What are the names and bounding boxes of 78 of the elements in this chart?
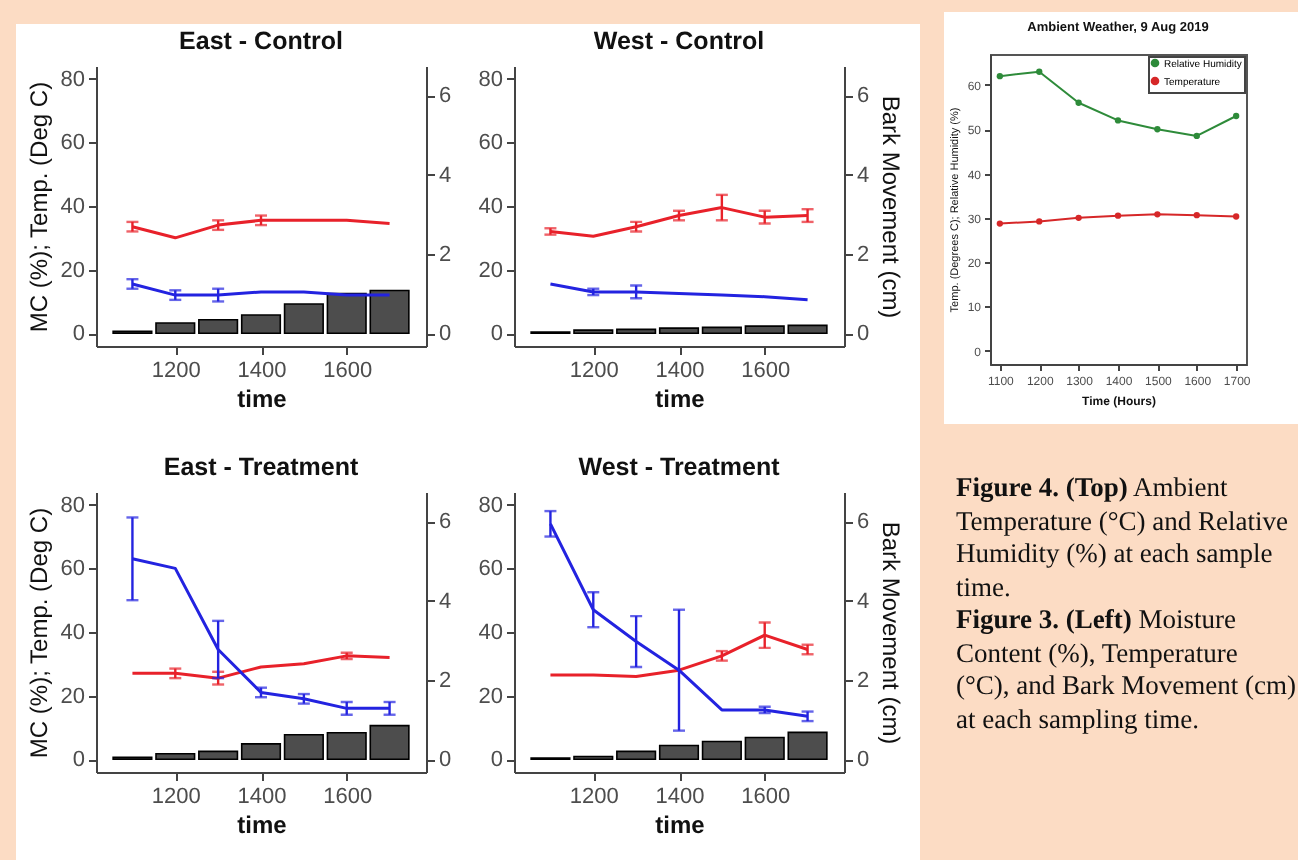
x-tick-label: 1400 bbox=[655, 785, 705, 809]
y2-tick-label: 2 bbox=[857, 668, 870, 693]
y-tick-label: 40 bbox=[478, 621, 503, 645]
y2-tick-label: 0 bbox=[439, 748, 452, 773]
y2-tick-label: 6 bbox=[439, 510, 452, 535]
y-tick-label: 0 bbox=[72, 748, 85, 773]
y-tick-label: 20 bbox=[60, 258, 85, 283]
y-axis-title: MC (%); Temp. (Deg C) bbox=[24, 507, 53, 759]
y-tick-label: 40 bbox=[60, 195, 85, 219]
y-axis-title: MC (%); Temp. (Deg C) bbox=[24, 81, 53, 333]
chart-title: East - Control bbox=[179, 27, 343, 55]
y2-tick-label: 4 bbox=[857, 589, 870, 614]
y-tick-label: 40 bbox=[60, 621, 85, 645]
x-tick-label: 1400 bbox=[237, 785, 287, 809]
y-tick-label: 20 bbox=[478, 258, 503, 283]
y-tick-label: 60 bbox=[478, 131, 503, 156]
chart-title: East - Treatment bbox=[163, 453, 360, 481]
point bbox=[996, 72, 1004, 80]
chart-title: West - Treatment bbox=[578, 453, 782, 481]
x-tick-label: 1400 bbox=[655, 359, 705, 383]
point bbox=[996, 220, 1004, 227]
chart-title: West - Control bbox=[593, 27, 765, 55]
line-series bbox=[548, 282, 810, 302]
line-series bbox=[130, 654, 392, 680]
x-axis-title: time bbox=[237, 385, 288, 413]
y2-tick-label: 2 bbox=[857, 242, 870, 267]
x-tick-label: 1200 bbox=[569, 359, 619, 383]
y2-axis-title: Bark Movement (cm) bbox=[877, 95, 906, 319]
y2-tick-label: 6 bbox=[857, 510, 870, 535]
point bbox=[1193, 212, 1200, 219]
point bbox=[1193, 132, 1200, 140]
y-tick-label: 80 bbox=[60, 493, 85, 518]
y2-tick-label: 6 bbox=[439, 84, 452, 109]
point bbox=[1036, 68, 1043, 75]
y2-tick-label: 4 bbox=[439, 589, 452, 614]
point bbox=[1232, 112, 1240, 120]
y2-tick-label: 4 bbox=[439, 163, 452, 188]
y-tick-label: 0 bbox=[72, 322, 85, 347]
y-tick-label: 80 bbox=[478, 67, 503, 92]
x-axis-title: time bbox=[237, 811, 288, 839]
y2-tick-label: 4 bbox=[857, 163, 870, 188]
x-tick-label: 1200 bbox=[151, 359, 201, 383]
x-tick-label: 1200 bbox=[569, 785, 619, 809]
point bbox=[1114, 117, 1122, 124]
y2-tick-label: 0 bbox=[439, 322, 452, 347]
point bbox=[1154, 211, 1161, 218]
caption: Figure 4. (Top) Ambient Temperature (°C) and Relative Humidity (%) at each sample time. bbox=[956, 472, 1291, 604]
point bbox=[1036, 218, 1043, 225]
x-tick-label: 1600 bbox=[323, 785, 373, 809]
y-tick-label: 40 bbox=[478, 195, 503, 219]
y-tick-label: 20 bbox=[60, 684, 85, 709]
x-tick-label: 1600 bbox=[741, 785, 791, 809]
point bbox=[1154, 126, 1161, 133]
y2-tick-label: 2 bbox=[439, 668, 452, 693]
y-tick-label: 60 bbox=[60, 557, 85, 582]
y-tick-label: 80 bbox=[478, 493, 503, 518]
x-axis-title: time bbox=[655, 811, 706, 839]
point bbox=[1075, 214, 1082, 222]
y2-tick-label: 6 bbox=[857, 84, 870, 109]
y2-tick-label: 0 bbox=[857, 322, 870, 347]
y-tick-label: 0 bbox=[490, 748, 503, 773]
x-tick-label: 1600 bbox=[741, 359, 791, 383]
y-tick-label: 60 bbox=[60, 131, 85, 156]
y2-tick-label: 0 bbox=[857, 748, 870, 773]
y-tick-label: 0 bbox=[490, 322, 503, 347]
caption: Figure 3. (Left) Moisture Content (%), Temperature (°C), and Bark Movement (cm) at each sampling time. bbox=[956, 604, 1296, 736]
point bbox=[1232, 213, 1240, 220]
y-tick-label: 20 bbox=[478, 684, 503, 709]
x-tick-label: 1400 bbox=[237, 359, 287, 383]
x-tick-label: 1200 bbox=[151, 785, 201, 809]
y-tick-label: 60 bbox=[478, 557, 503, 582]
y2-axis-title: Bark Movement (cm) bbox=[877, 521, 906, 745]
x-tick-label: 1600 bbox=[323, 359, 373, 383]
point bbox=[1075, 99, 1082, 106]
y2-tick-label: 2 bbox=[439, 242, 452, 267]
point bbox=[1114, 212, 1122, 219]
x-axis-title: time bbox=[655, 385, 706, 413]
y-tick-label: 80 bbox=[60, 67, 85, 92]
